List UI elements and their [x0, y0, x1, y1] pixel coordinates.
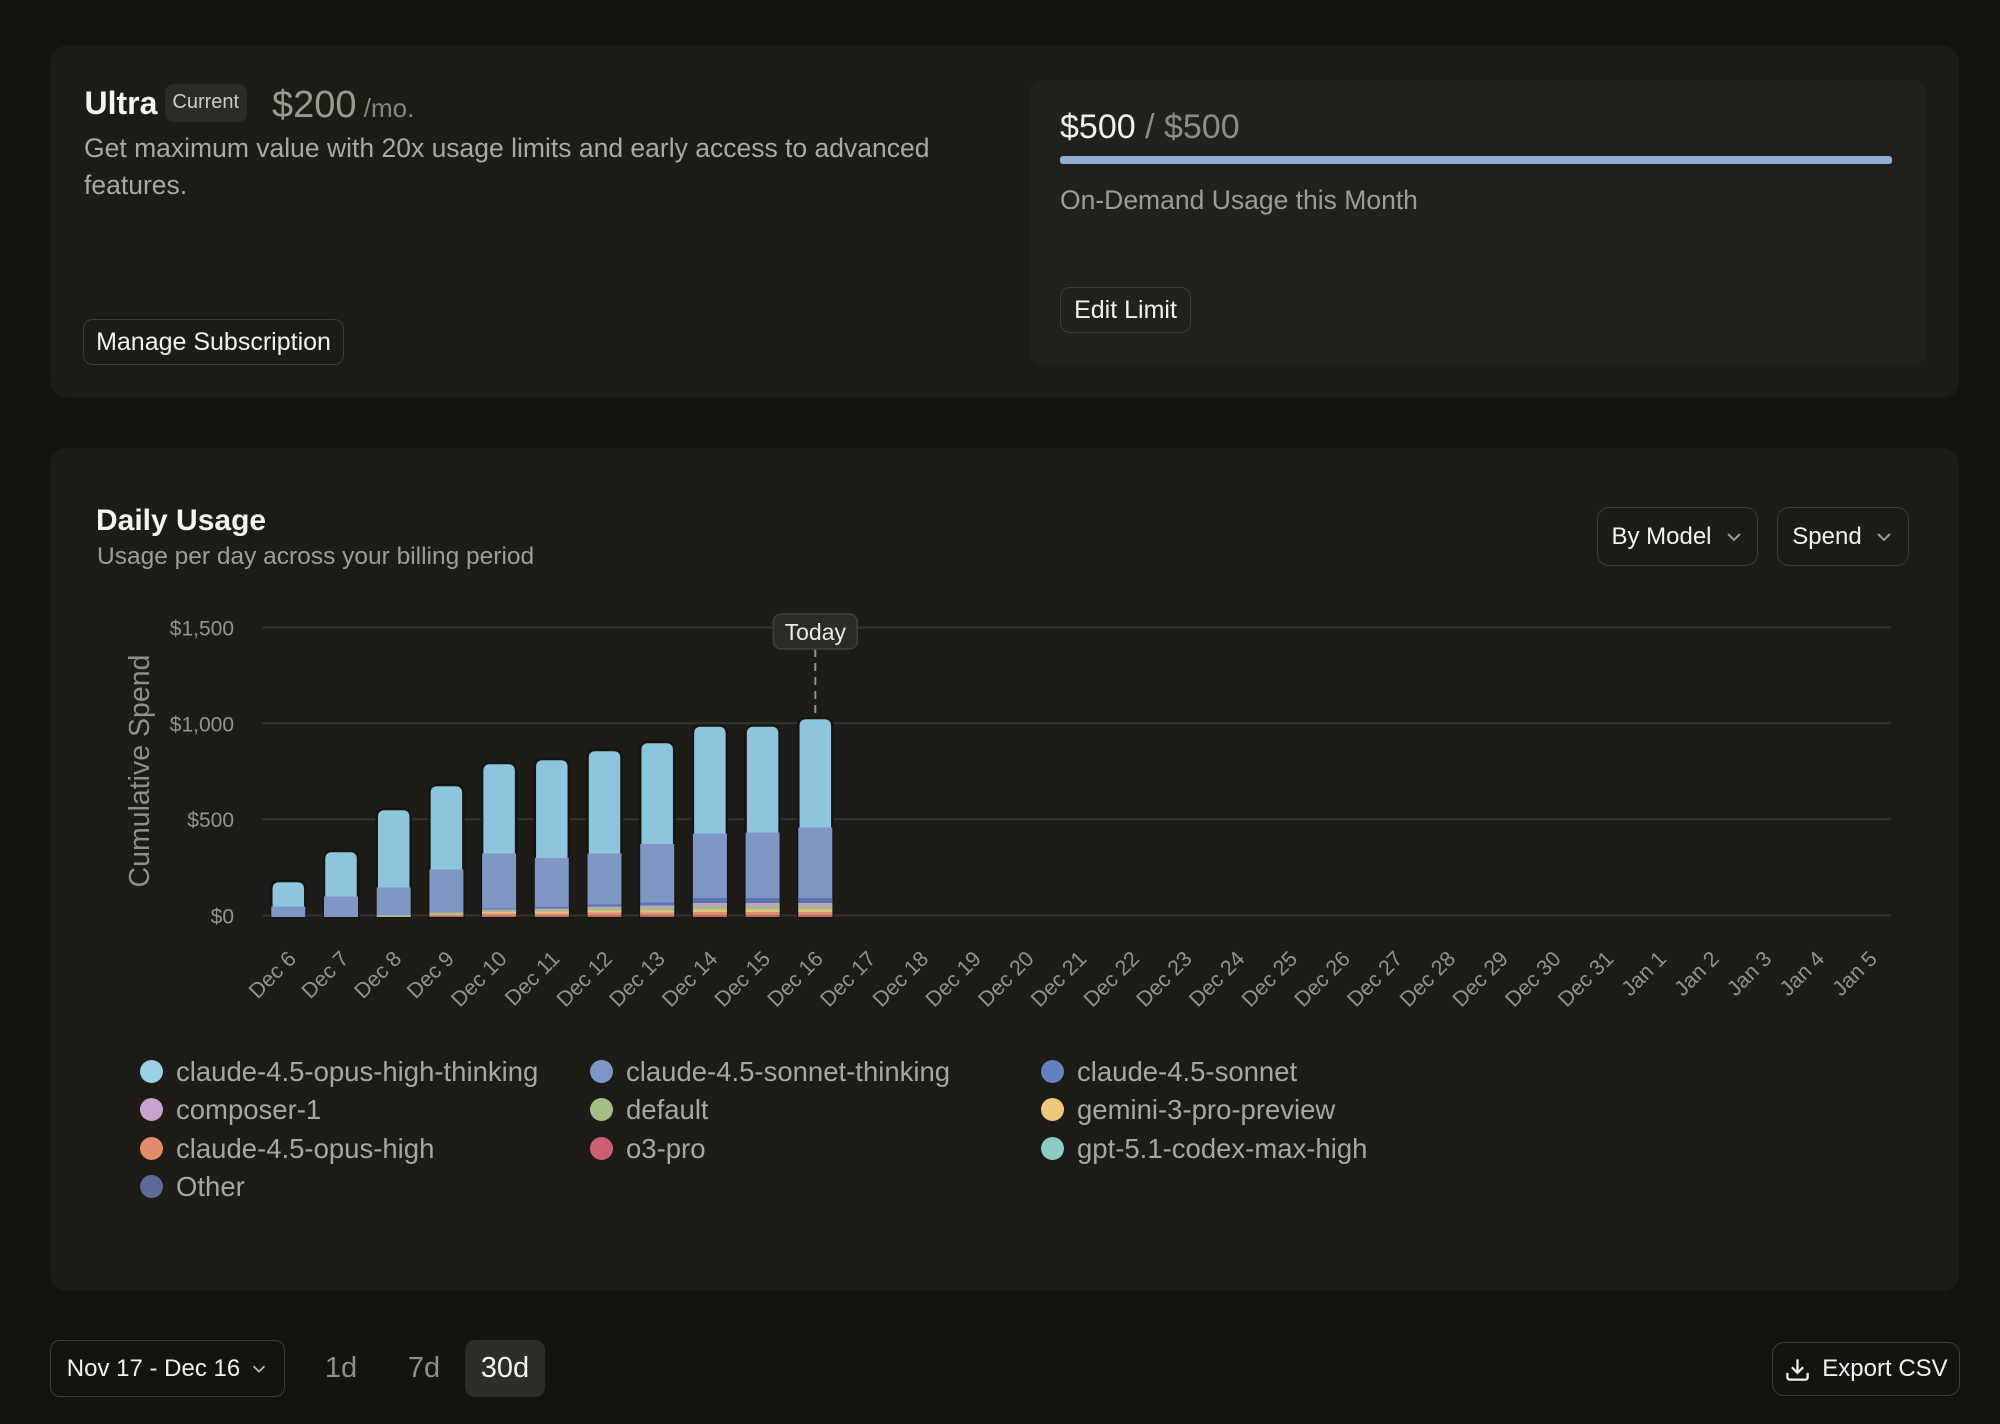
svg-text:$500: $500	[187, 809, 234, 832]
svg-text:Dec 14: Dec 14	[657, 947, 722, 1012]
svg-text:$0: $0	[211, 906, 234, 929]
svg-text:Dec 8: Dec 8	[350, 947, 407, 1004]
svg-text:Dec 11: Dec 11	[500, 947, 564, 1011]
svg-text:Dec 18: Dec 18	[868, 947, 933, 1012]
svg-text:Jan 2: Jan 2	[1670, 947, 1724, 1001]
svg-text:$1,000: $1,000	[170, 713, 234, 736]
svg-text:Dec 29: Dec 29	[1448, 947, 1513, 1012]
svg-text:Today: Today	[785, 619, 847, 645]
svg-text:Jan 3: Jan 3	[1722, 947, 1776, 1001]
svg-text:Dec 31: Dec 31	[1553, 947, 1618, 1012]
svg-text:Dec 7: Dec 7	[297, 947, 354, 1004]
svg-text:Jan 5: Jan 5	[1828, 947, 1882, 1001]
svg-text:Dec 22: Dec 22	[1079, 947, 1144, 1012]
svg-text:Dec 26: Dec 26	[1290, 947, 1355, 1012]
svg-text:Dec 25: Dec 25	[1237, 947, 1302, 1012]
svg-text:Dec 15: Dec 15	[710, 947, 775, 1012]
svg-text:Cumulative Spend: Cumulative Spend	[124, 655, 156, 888]
svg-text:Dec 27: Dec 27	[1342, 947, 1407, 1012]
svg-text:$1,500: $1,500	[170, 618, 234, 641]
svg-text:Dec 17: Dec 17	[815, 947, 880, 1012]
svg-text:Dec 10: Dec 10	[446, 947, 511, 1012]
svg-text:Dec 19: Dec 19	[921, 947, 986, 1012]
svg-text:Dec 30: Dec 30	[1500, 947, 1565, 1012]
svg-text:Dec 16: Dec 16	[763, 947, 828, 1012]
svg-text:Dec 23: Dec 23	[1132, 947, 1197, 1012]
svg-text:Dec 20: Dec 20	[973, 947, 1038, 1012]
svg-text:Dec 28: Dec 28	[1395, 947, 1460, 1012]
svg-text:Jan 4: Jan 4	[1775, 947, 1829, 1001]
svg-text:Jan 1: Jan 1	[1617, 947, 1671, 1001]
svg-text:Dec 13: Dec 13	[605, 947, 670, 1012]
svg-text:Dec 12: Dec 12	[552, 947, 617, 1012]
svg-text:Dec 24: Dec 24	[1184, 947, 1249, 1012]
svg-text:Dec 21: Dec 21	[1026, 947, 1091, 1012]
svg-text:Dec 6: Dec 6	[244, 947, 301, 1004]
